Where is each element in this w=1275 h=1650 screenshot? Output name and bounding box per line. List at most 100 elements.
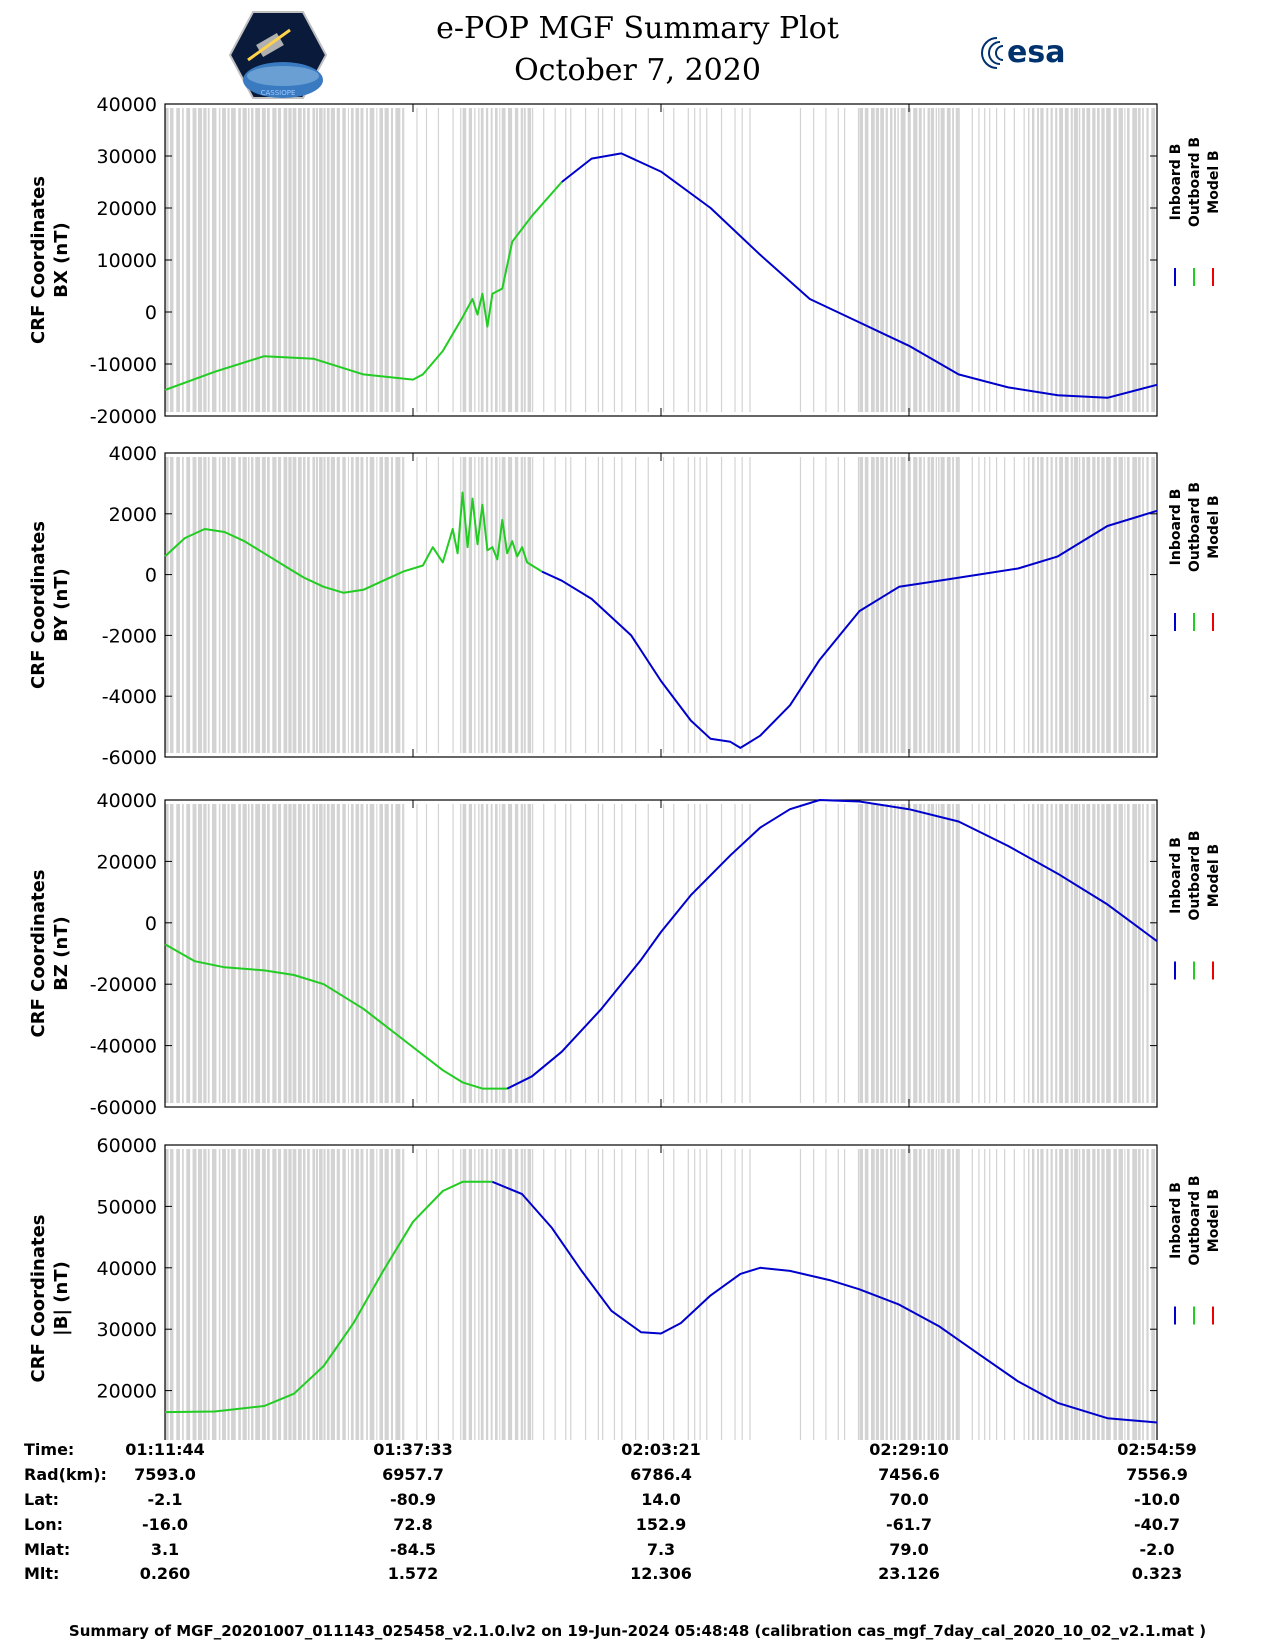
y-tick-label: 0 bbox=[145, 302, 157, 324]
orbit-row-label: Time: bbox=[24, 1440, 75, 1459]
orbit-value-time: 01:11:44 bbox=[125, 1440, 205, 1459]
shading-stripe bbox=[1070, 108, 1073, 412]
shading-stripe bbox=[875, 804, 880, 1103]
shading-stripe bbox=[799, 1149, 802, 1440]
shading-stripe bbox=[403, 457, 405, 753]
shading-stripe bbox=[242, 1149, 247, 1440]
shading-stripe bbox=[602, 457, 604, 753]
shading-stripe bbox=[462, 457, 467, 753]
shading-stripe bbox=[1064, 457, 1069, 753]
shading-stripe bbox=[946, 1149, 951, 1440]
shading-stripe bbox=[369, 804, 375, 1103]
shading-stripe bbox=[1118, 804, 1123, 1103]
shading-stripe bbox=[1124, 457, 1126, 753]
shading-stripe bbox=[1064, 108, 1069, 412]
shading-stripe bbox=[958, 804, 960, 1103]
shading-stripe bbox=[1118, 457, 1123, 753]
shading-stripe bbox=[186, 457, 191, 753]
shading-stripe bbox=[501, 1149, 506, 1440]
legend-label: Outboard B bbox=[1187, 1175, 1203, 1265]
legend-label: Outboard B bbox=[1187, 137, 1203, 227]
shading-stripe bbox=[1106, 457, 1111, 753]
shading-stripe bbox=[379, 1149, 383, 1440]
shading-stripe bbox=[360, 1149, 364, 1440]
shading-stripe bbox=[452, 457, 454, 753]
shading-stripe bbox=[871, 108, 875, 412]
shading-stripe bbox=[989, 108, 991, 412]
shading-stripe bbox=[565, 1149, 567, 1440]
shading-stripe bbox=[602, 108, 604, 412]
shading-stripe bbox=[927, 457, 930, 753]
shading-stripe bbox=[720, 108, 723, 412]
shading-stripe bbox=[1037, 108, 1039, 412]
y-tick-label: -10000 bbox=[90, 354, 157, 376]
shading-stripe bbox=[523, 1149, 526, 1440]
shading-stripe bbox=[474, 108, 476, 412]
shading-stripe bbox=[366, 457, 368, 753]
shading-stripe bbox=[1086, 1149, 1091, 1440]
shading-stripe bbox=[971, 1149, 973, 1440]
title-block: e-POP MGF Summary Plot October 7, 2020 bbox=[0, 8, 1275, 92]
shading-stripe bbox=[211, 108, 217, 412]
shading-stripe bbox=[554, 457, 556, 753]
shading-stripe bbox=[347, 1149, 350, 1440]
shading-stripe bbox=[384, 108, 389, 412]
shading-stripe bbox=[384, 457, 389, 753]
shading-stripe bbox=[468, 804, 473, 1103]
shading-stripe bbox=[261, 1149, 266, 1440]
shading-stripe bbox=[1137, 804, 1141, 1103]
shading-stripe bbox=[437, 804, 440, 1103]
shading-stripe bbox=[1031, 1149, 1035, 1440]
shading-stripe bbox=[1118, 108, 1123, 412]
shading-stripe bbox=[1013, 108, 1015, 412]
shading-stripe bbox=[468, 1149, 473, 1440]
shading-stripe bbox=[207, 457, 210, 753]
shading-stripe bbox=[425, 1149, 428, 1440]
shading-stripe bbox=[1106, 1149, 1111, 1440]
shading-stripe bbox=[1031, 804, 1035, 1103]
shading-stripe bbox=[462, 804, 467, 1103]
shading-stripe bbox=[288, 1149, 292, 1440]
shading-stripe bbox=[485, 804, 489, 1103]
shading-stripe bbox=[1082, 1149, 1085, 1440]
orbit-value-lon: 72.8 bbox=[393, 1515, 433, 1534]
shading-stripe bbox=[1142, 108, 1144, 412]
orbit-value-mlt: 0.260 bbox=[139, 1564, 191, 1583]
shading-stripe bbox=[885, 457, 888, 753]
shading-stripe bbox=[390, 804, 394, 1103]
y-tick-label: -20000 bbox=[90, 406, 157, 428]
shading-stripe bbox=[662, 457, 665, 753]
shading-stripe bbox=[1142, 804, 1144, 1103]
shading-stripe bbox=[720, 457, 723, 753]
shading-stripe bbox=[366, 108, 368, 412]
shading-stripe bbox=[527, 457, 532, 753]
shading-stripe bbox=[1028, 108, 1030, 412]
shading-stripe bbox=[1142, 457, 1144, 753]
orbit-row-label: Mlt: bbox=[24, 1564, 60, 1583]
shading-stripe bbox=[543, 1149, 545, 1440]
shading-stripe bbox=[222, 108, 226, 412]
shading-stripe bbox=[307, 108, 310, 412]
shading-stripe bbox=[1004, 108, 1006, 412]
shading-stripe bbox=[613, 804, 616, 1103]
shading-stripe bbox=[384, 804, 389, 1103]
shading-stripe bbox=[989, 457, 991, 753]
shading-stripe bbox=[283, 1149, 288, 1440]
shading-stripe bbox=[197, 457, 203, 753]
shading-stripe bbox=[1064, 804, 1069, 1103]
cassiope-logo: CASSIOPE bbox=[228, 11, 328, 99]
shading-stripe bbox=[402, 1149, 404, 1440]
shading-stripe bbox=[165, 457, 169, 753]
panel-by-shading bbox=[165, 457, 1156, 753]
shading-stripe bbox=[734, 108, 736, 412]
shading-stripe bbox=[720, 804, 723, 1103]
shading-stripe bbox=[480, 1149, 484, 1440]
shading-stripe bbox=[303, 457, 306, 753]
shading-stripe bbox=[1046, 1149, 1049, 1440]
shading-stripe bbox=[527, 804, 532, 1103]
shading-stripe bbox=[885, 108, 888, 412]
legend-label: Inboard B bbox=[1168, 837, 1184, 914]
shading-stripe bbox=[1037, 1149, 1039, 1440]
orbit-value-mlat: -2.0 bbox=[1139, 1540, 1175, 1559]
shading-stripe bbox=[1023, 457, 1025, 753]
